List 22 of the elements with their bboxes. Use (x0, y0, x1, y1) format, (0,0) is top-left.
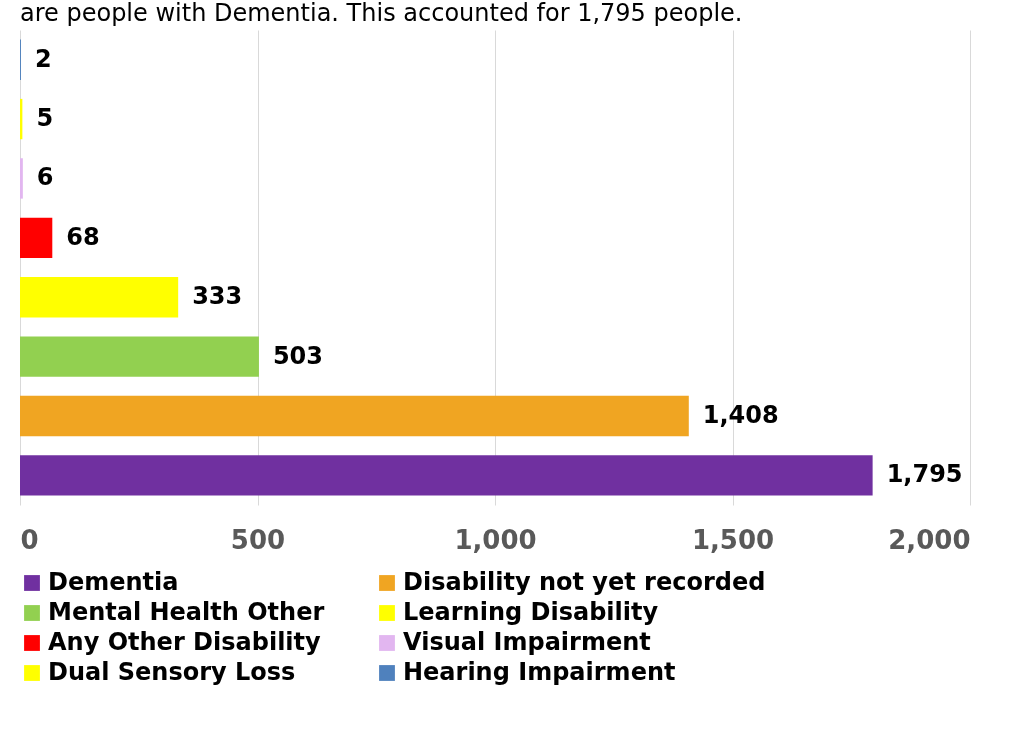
chart-title: are people with Dementia. This accounted for 1,795 people. (20, 0, 743, 27)
data-label: 1,408 (702, 400, 779, 429)
legend-label: Disability not yet recorded (403, 568, 766, 596)
x-tick-label: 2,000 (888, 524, 971, 555)
x-tick-label: 0 (20, 524, 39, 555)
x-tick-label: 1,500 (691, 524, 775, 555)
legend-label: Dementia (48, 568, 179, 596)
legend-label: Any Other Disability (48, 628, 322, 656)
data-label: 5 (36, 104, 54, 133)
legend-label: Learning Disability (403, 598, 659, 626)
legend-label: Dual Sensory Loss (48, 658, 296, 686)
data-label: 2 (34, 44, 52, 73)
legend-label: Hearing Impairment (403, 658, 676, 686)
data-label: 68 (66, 222, 100, 251)
x-tick-label: 500 (230, 524, 286, 555)
legend-label: Mental Health Other (48, 598, 325, 626)
data-label: 6 (36, 163, 54, 192)
legend-label: Visual Impairment (403, 628, 651, 656)
x-tick-label: 1,000 (454, 524, 537, 555)
data-label: 1,795 (886, 460, 963, 489)
data-label: 333 (192, 282, 243, 311)
data-label: 503 (272, 341, 324, 370)
